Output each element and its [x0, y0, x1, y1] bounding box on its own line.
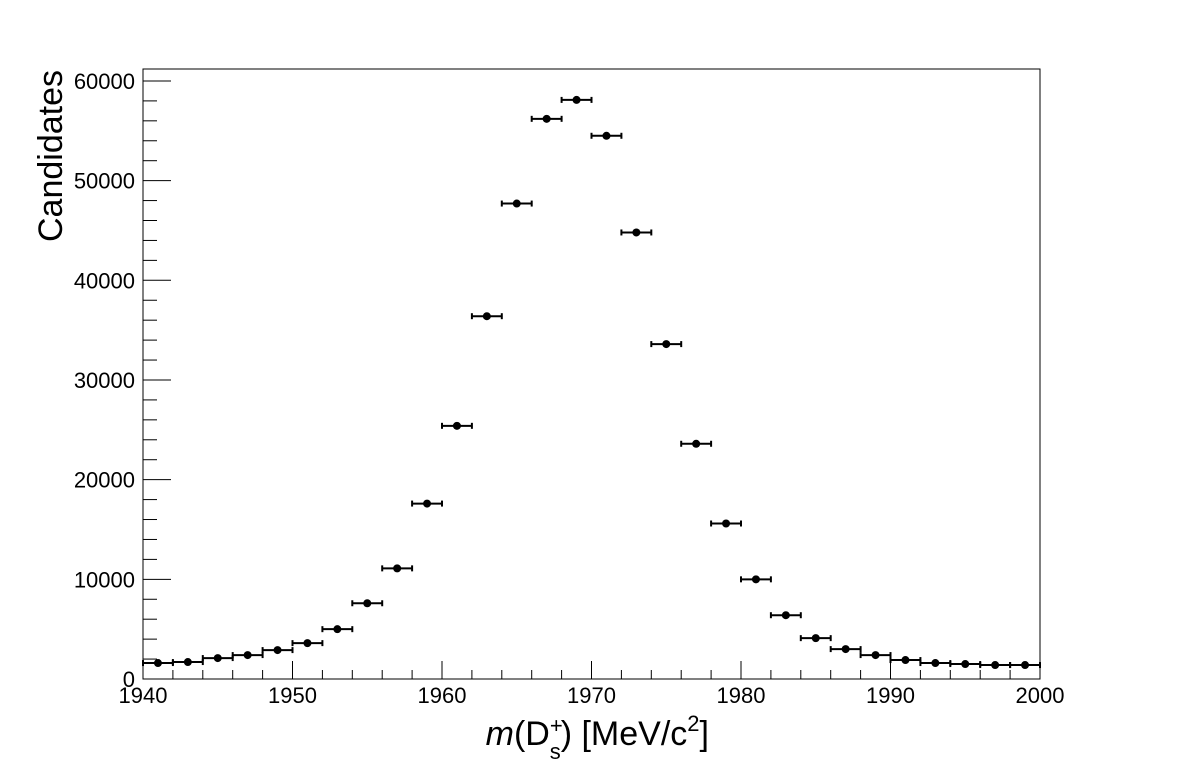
data-marker [423, 499, 432, 508]
data-marker [482, 312, 491, 321]
data-point [949, 660, 982, 669]
data-point [680, 439, 713, 448]
data-marker [841, 645, 850, 654]
data-marker [811, 634, 820, 643]
data-point [560, 95, 593, 104]
x-axis-title-open: (D [514, 715, 550, 753]
data-points [142, 95, 1041, 670]
data-marker [662, 340, 671, 349]
data-marker [273, 646, 282, 655]
data-point [231, 651, 264, 660]
x-axis-title: m(D+ s) [MeV/c2] [486, 711, 709, 764]
data-point [351, 599, 384, 608]
data-marker [781, 611, 790, 620]
x-axis-title-var: m [486, 715, 514, 753]
x-axis-title-end: ] [700, 715, 709, 753]
y-tick-label: 10000 [74, 567, 135, 592]
x-tick-label: 1970 [567, 683, 616, 708]
data-point [321, 625, 354, 634]
data-marker [1021, 661, 1030, 670]
y-tick-label: 0 [123, 667, 135, 692]
data-marker [213, 654, 222, 663]
data-marker [751, 575, 760, 584]
data-point [740, 575, 772, 584]
x-axis-title-sup2: 2 [687, 711, 699, 736]
axis-tick-labels: 1940 1950 1960 1970 1980 1990 2000010000200003… [74, 69, 1065, 708]
x-tick-label: 1950 [268, 683, 317, 708]
data-point [201, 654, 234, 663]
plot-frame [142, 68, 1041, 680]
data-marker [542, 114, 551, 123]
x-axis-title-sup: + [550, 713, 563, 738]
data-point [291, 639, 324, 648]
x-axis-title-close: ) [MeV/c [561, 715, 688, 753]
data-point [979, 661, 1012, 670]
data-point [650, 340, 683, 349]
x-tick-label: 2000 [1016, 683, 1065, 708]
x-tick-label: 1960 [418, 683, 467, 708]
x-tick-label: 1980 [717, 683, 766, 708]
x-tick-label: 1990 [866, 683, 915, 708]
data-point [1009, 661, 1041, 670]
data-point [620, 228, 653, 237]
data-point [411, 499, 443, 508]
y-tick-label: 60000 [74, 69, 135, 94]
data-point [919, 659, 952, 668]
y-tick-label: 40000 [74, 268, 135, 293]
data-marker [991, 661, 1000, 670]
data-point [590, 131, 623, 140]
data-point [470, 312, 503, 321]
data-marker [572, 95, 581, 104]
y-axis-title: Candidates [32, 70, 70, 242]
data-point [769, 611, 802, 620]
data-point [142, 659, 174, 668]
data-marker [153, 659, 162, 668]
data-marker [931, 659, 940, 668]
data-marker [183, 658, 192, 667]
data-marker [632, 228, 641, 237]
data-point [261, 646, 294, 655]
y-tick-label: 30000 [74, 368, 135, 393]
data-point [381, 564, 414, 573]
data-point [500, 199, 533, 208]
data-marker [303, 639, 312, 648]
data-marker [243, 651, 252, 660]
data-point [441, 421, 473, 430]
data-marker [512, 199, 521, 208]
data-marker [871, 651, 880, 660]
data-marker [452, 421, 461, 430]
x-axis-title-sub: s [550, 739, 561, 764]
axis-ticks [142, 80, 1041, 680]
data-point [171, 658, 204, 667]
data-marker [393, 564, 402, 573]
data-point [859, 651, 892, 660]
y-tick-label: 50000 [74, 169, 135, 194]
y-tick-label: 20000 [74, 468, 135, 493]
data-point [530, 114, 563, 123]
data-marker [961, 660, 970, 669]
x-tick-label: 1940 [119, 683, 168, 708]
data-point [829, 645, 862, 654]
data-point [799, 634, 832, 643]
data-marker [333, 625, 342, 634]
data-marker [692, 439, 701, 448]
data-marker [602, 131, 611, 140]
data-marker [722, 519, 731, 528]
data-marker [363, 599, 372, 608]
data-marker [901, 656, 910, 665]
data-point [889, 656, 922, 665]
data-point [710, 519, 742, 528]
